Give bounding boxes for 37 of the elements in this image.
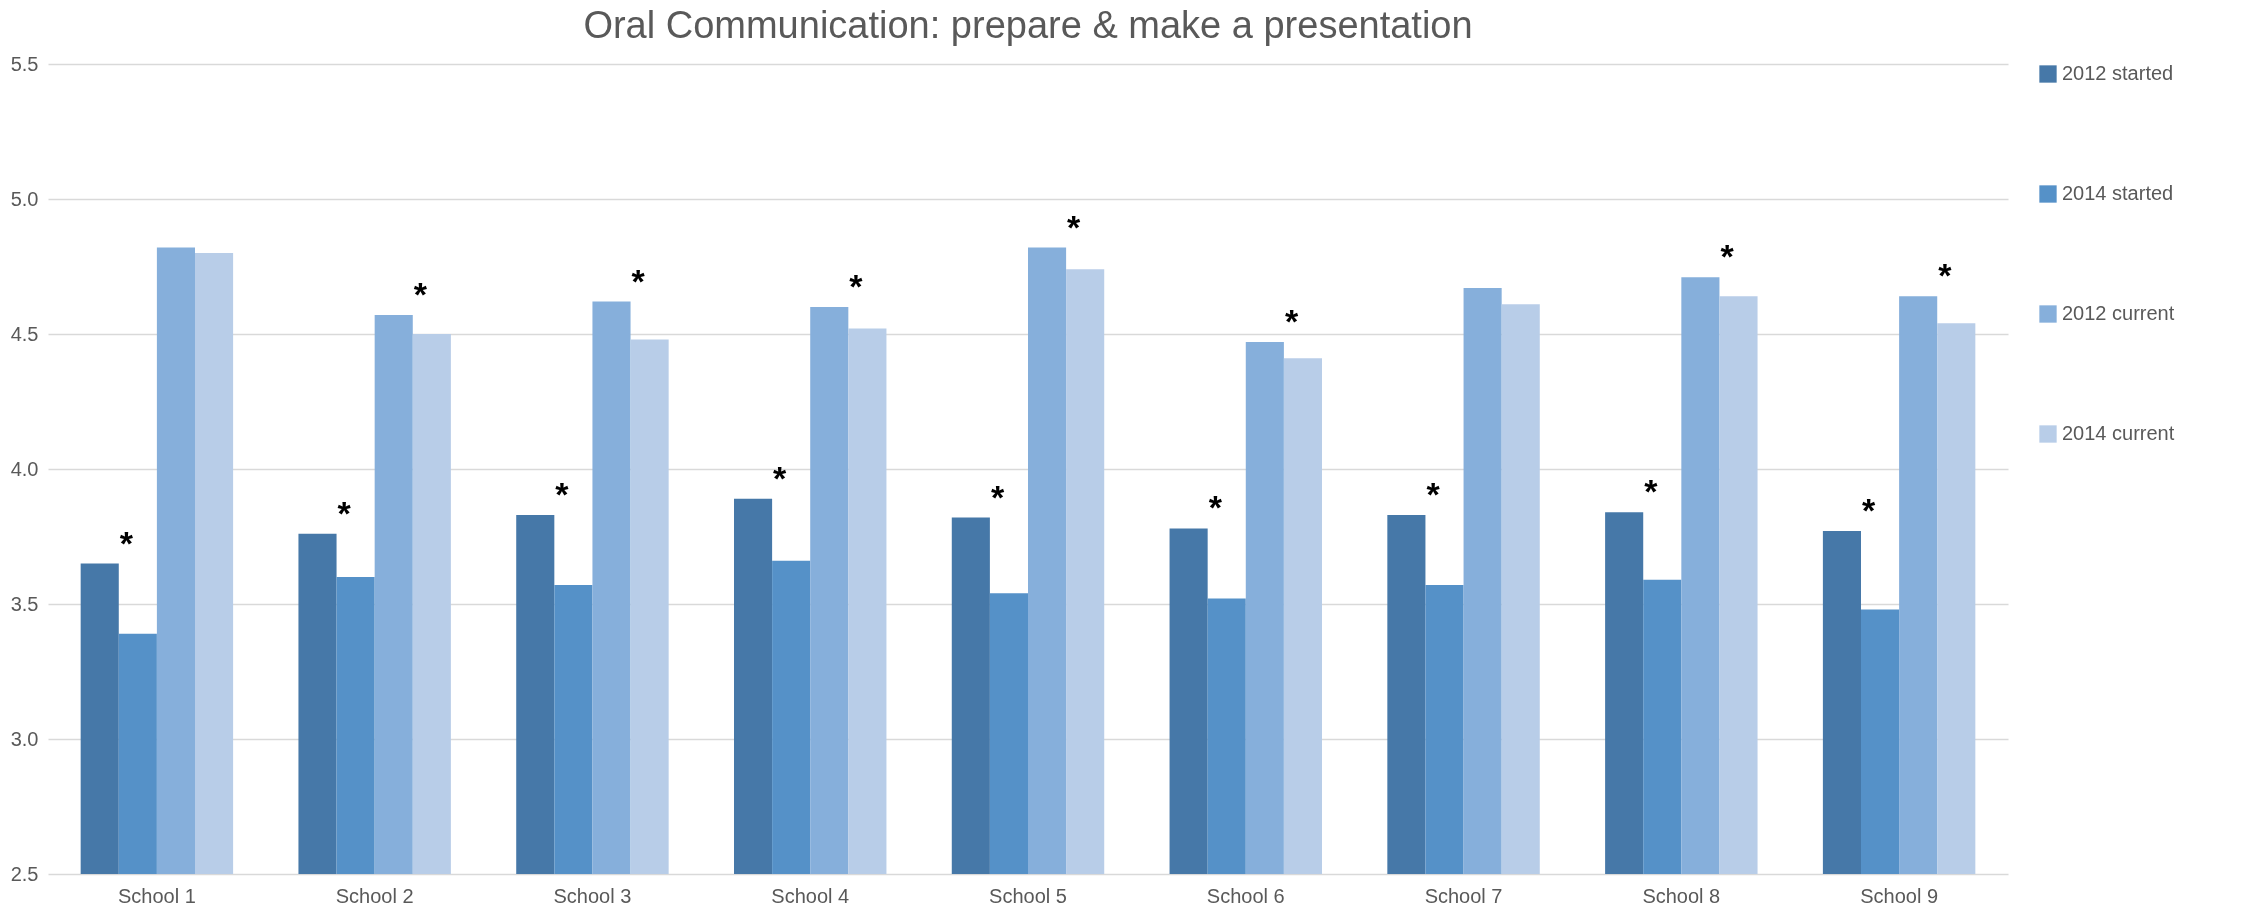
y-tick-label: 3.0 [10,727,39,750]
y-tick-label: 4.5 [10,322,39,345]
x-tick-label: School 6 [1206,884,1285,907]
x-tick-label: School 1 [117,884,196,907]
annotation: * [1938,256,1953,295]
legend-label: 2012 current [2062,302,2175,324]
annotation: * [849,267,864,305]
annotation: * [1284,302,1299,341]
legend-label: 2014 started [2062,182,2174,204]
y-tick-label: 2.5 [10,862,39,885]
x-tick-label: School 7 [1424,884,1503,907]
annotation: * [413,275,428,314]
x-tick-label: School 2 [335,884,414,907]
annotation: * [1426,474,1441,513]
annotation: * [990,477,1005,516]
y-tick-label: 4.0 [10,457,39,480]
x-tick-label: School 3 [553,884,632,907]
chart-title: Oral Communication: prepare & make a presentation [583,4,1473,46]
x-tick-label: School 5 [989,884,1067,907]
annotation: * [1862,491,1877,530]
x-tick-label: School 8 [1642,884,1721,907]
annotation: * [631,261,646,300]
x-tick-label: School 9 [1860,884,1939,907]
annotation: * [119,523,134,562]
legend-label: 2014 current [2062,422,2175,444]
y-tick-label: 3.5 [10,592,39,615]
annotation: * [1208,488,1223,527]
legend-label: 2012 started [2062,62,2174,84]
annotation: * [337,493,352,532]
y-tick-label: 5.5 [10,52,39,75]
x-tick-label: School 4 [771,884,850,907]
annotation: * [1067,207,1082,246]
annotation: * [773,458,788,497]
y-tick-label: 5.0 [10,187,39,210]
annotation: * [555,474,570,513]
annotation: * [1720,237,1735,276]
annotation: * [1644,472,1659,511]
